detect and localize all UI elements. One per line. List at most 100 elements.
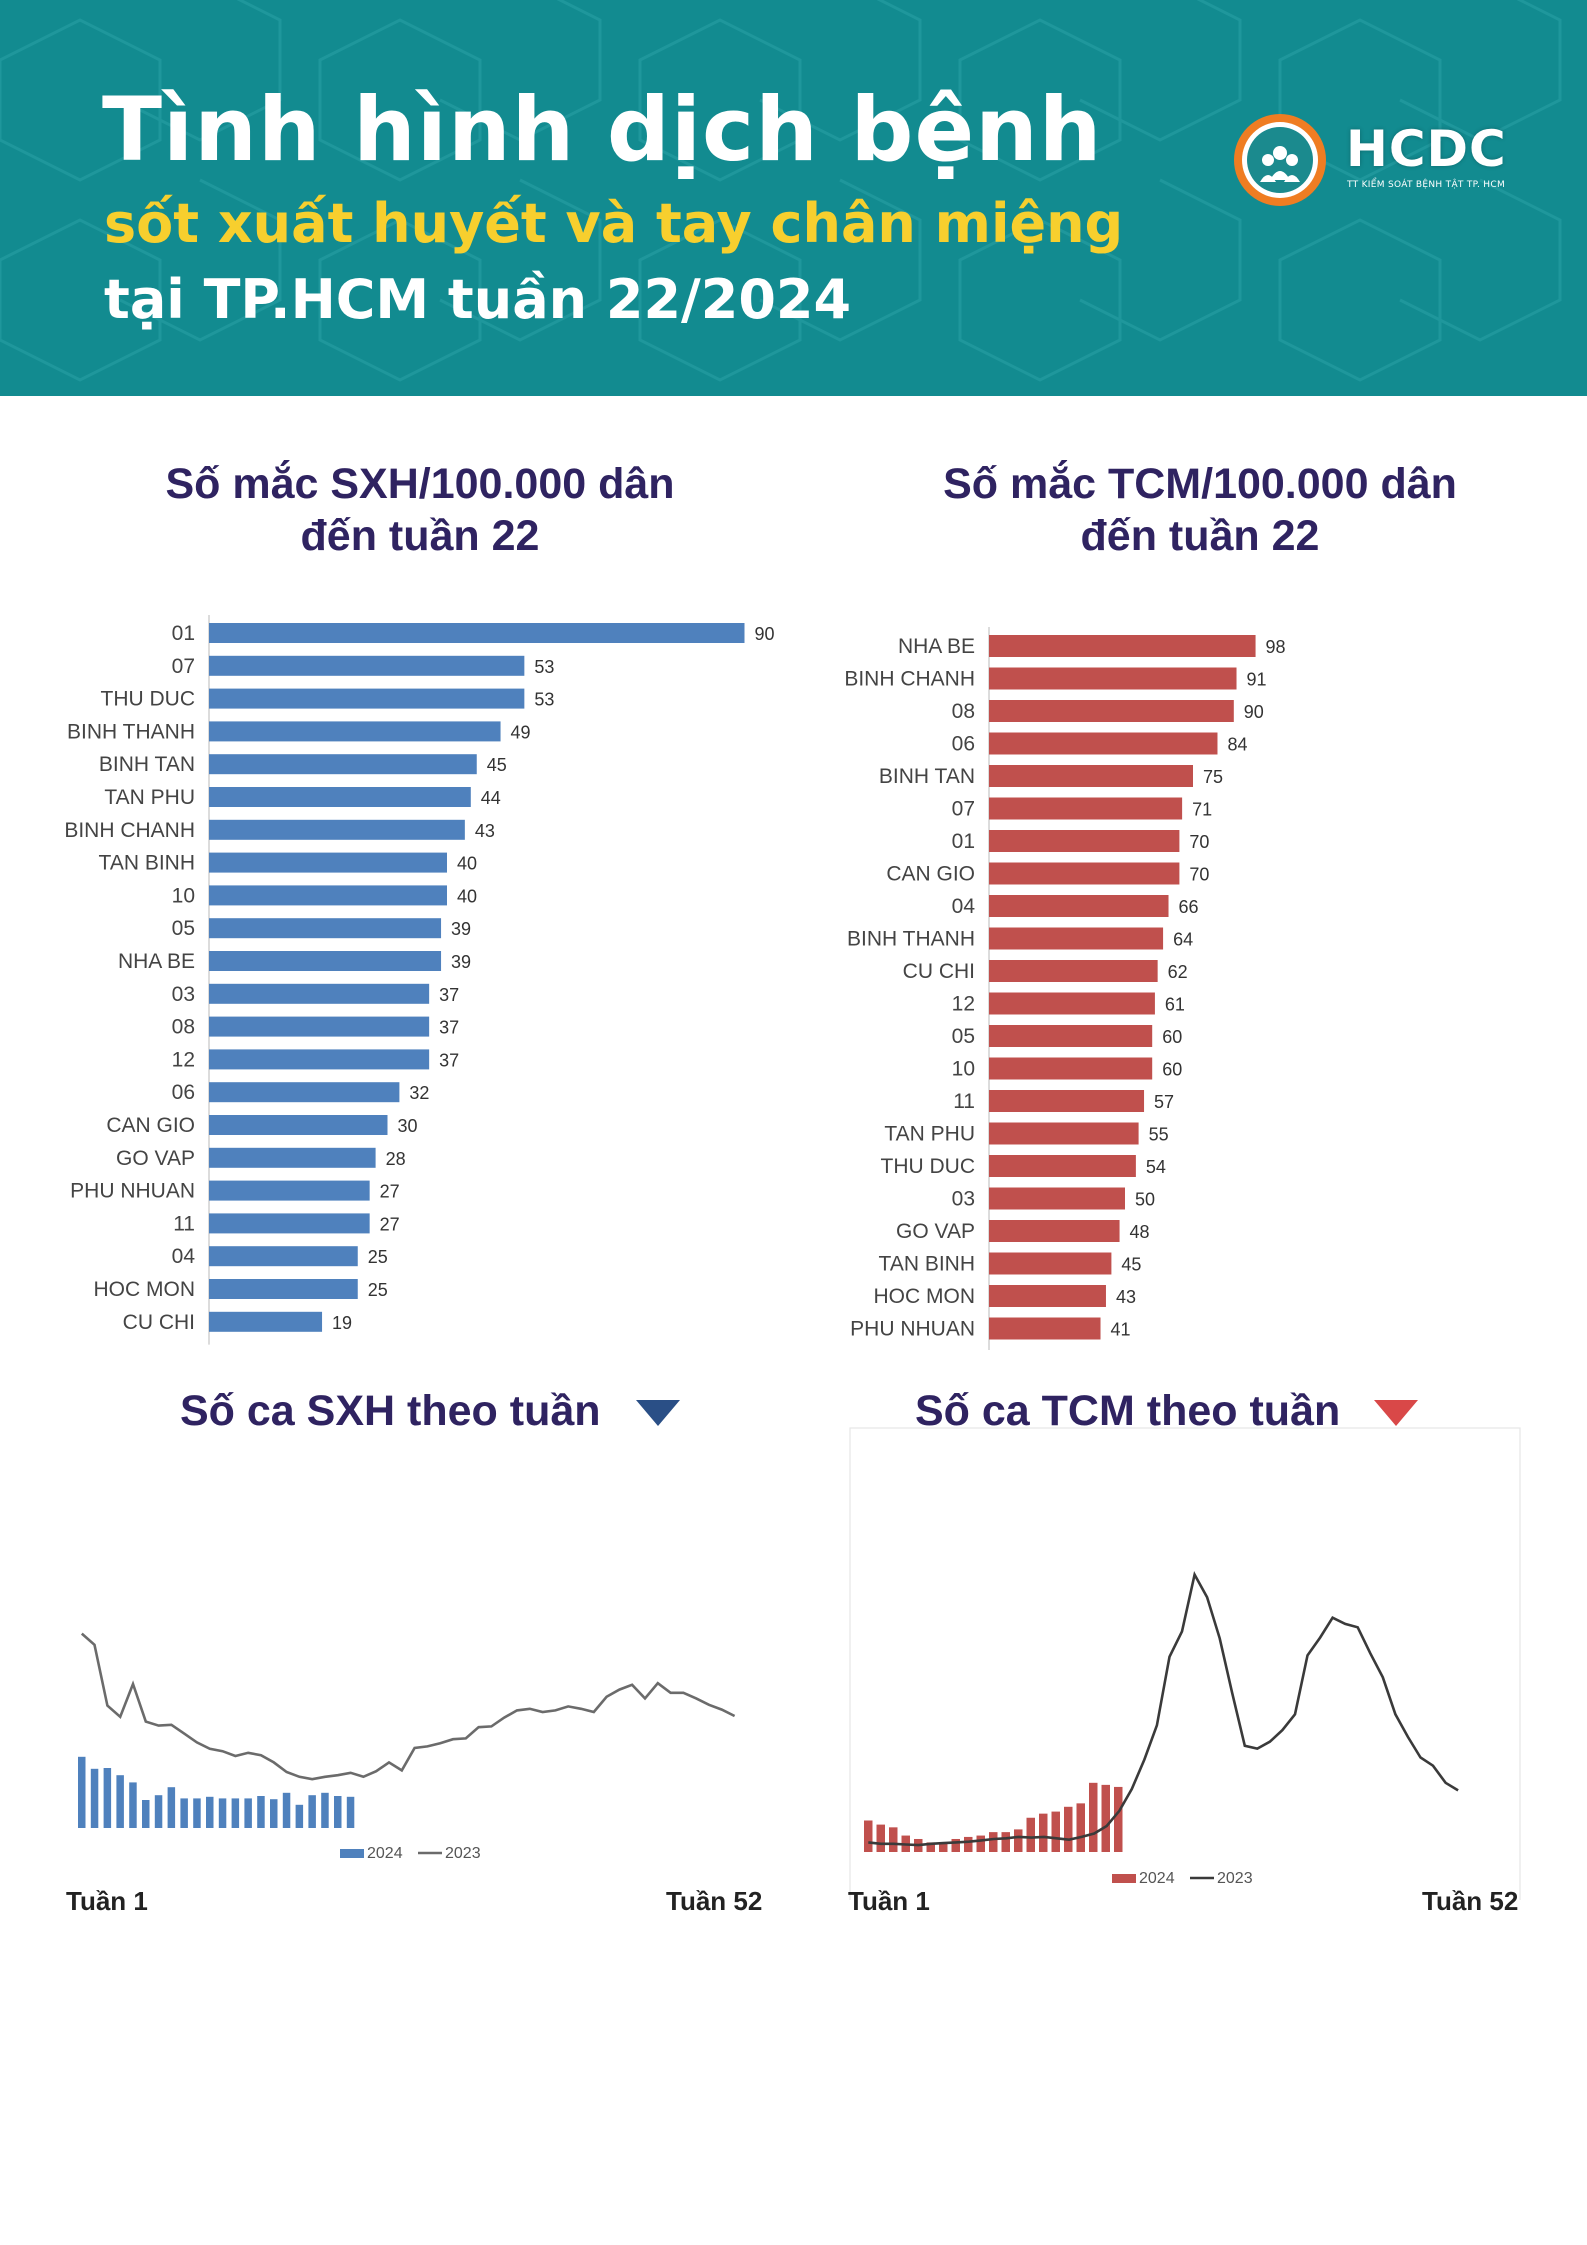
category-tick-label: 10 (172, 884, 195, 907)
bar-value-label: 90 (755, 624, 775, 644)
tcm-week-end-label: Tuần 52 (1422, 1886, 1519, 1916)
legend-swatch-2024 (340, 1849, 364, 1858)
bar (209, 852, 447, 873)
bar-value-label: 48 (1130, 1222, 1150, 1242)
bar (989, 1317, 1101, 1340)
bar (244, 1798, 252, 1828)
bar-value-label: 57 (1154, 1092, 1174, 1112)
category-tick-label: CAN GIO (886, 863, 975, 886)
bar (167, 1787, 176, 1828)
bar (1064, 1806, 1073, 1852)
bar-value-label: 43 (1116, 1287, 1136, 1307)
bar (346, 1796, 355, 1828)
category-tick-label: 08 (172, 1016, 195, 1039)
category-tick-label: HOC MON (94, 1278, 196, 1301)
page-subtitle: sốt xuất huyết và tay chân miệng (104, 192, 1124, 255)
bar (989, 1155, 1136, 1177)
bar (209, 655, 525, 676)
bar-value-label: 60 (1162, 1060, 1182, 1080)
bar (209, 1016, 430, 1037)
bar-value-label: 39 (451, 952, 471, 972)
category-tick-label: 06 (952, 733, 975, 756)
bar-value-label: 64 (1173, 930, 1193, 950)
category-tick-label: 03 (172, 983, 195, 1006)
sxh-weekly-title: Số ca SXH theo tuần (180, 1387, 601, 1435)
bar-value-label: 32 (409, 1083, 429, 1103)
bar (989, 1285, 1106, 1307)
bar-value-label: 55 (1149, 1125, 1169, 1145)
bar (1101, 1784, 1110, 1852)
bar (209, 1311, 323, 1332)
bar (989, 1832, 998, 1852)
bar-value-label: 49 (511, 722, 531, 742)
legend-label-2023: 2023 (1217, 1870, 1253, 1887)
bar (209, 1049, 430, 1070)
logo-text: HCDC (1346, 120, 1507, 178)
bar-value-label: 70 (1189, 832, 1209, 852)
bar (964, 1836, 973, 1852)
bar (209, 688, 525, 709)
category-tick-label: BINH TAN (879, 765, 975, 788)
category-tick-label: 12 (952, 993, 975, 1016)
bar (209, 721, 501, 742)
bar-value-label: 25 (368, 1247, 388, 1267)
triangle-down-icon (1374, 1400, 1418, 1426)
category-tick-label: NHA BE (118, 950, 195, 973)
bar (989, 635, 1256, 657)
bar (864, 1820, 873, 1852)
sxh-rate-chart: 01 90 07 53 THU DUC 53 BINH THANH 49 BINH TAN 45 T… (64, 615, 775, 1345)
category-tick-label: 04 (952, 895, 976, 918)
bar (209, 787, 471, 807)
category-tick-label: HOC MON (874, 1285, 976, 1308)
bar (1051, 1811, 1060, 1852)
bar (209, 1115, 388, 1135)
bar (1001, 1832, 1010, 1852)
bar-value-label: 50 (1135, 1190, 1155, 1210)
category-tick-label: 07 (172, 655, 195, 678)
bar-value-label: 44 (481, 788, 501, 808)
bar-value-label: 43 (475, 821, 495, 841)
bar (989, 1187, 1125, 1210)
series-2023-line (868, 1570, 1459, 1847)
bar-value-label: 75 (1203, 767, 1223, 787)
category-tick-label: BINH CHANH (64, 819, 195, 842)
bar-value-label: 37 (439, 1050, 459, 1070)
bar-value-label: 53 (534, 657, 554, 677)
bar (989, 862, 1180, 885)
category-tick-label: GO VAP (116, 1147, 195, 1170)
bar (257, 1796, 265, 1828)
category-tick-label: 07 (952, 798, 975, 821)
bar (939, 1842, 948, 1852)
bar (1089, 1782, 1098, 1852)
bar (209, 1213, 370, 1234)
category-tick-label: CAN GIO (106, 1114, 195, 1137)
tcm-weekly-title: Số ca TCM theo tuần (915, 1387, 1341, 1435)
bar-value-label: 37 (439, 985, 459, 1005)
bar-value-label: 40 (457, 854, 477, 874)
bar (209, 1147, 376, 1168)
bar (209, 819, 465, 840)
bar-value-label: 70 (1189, 865, 1209, 885)
sxh-week-end-label: Tuần 52 (666, 1886, 763, 1916)
bar (334, 1796, 342, 1828)
bar-value-label: 66 (1179, 897, 1199, 917)
bar (989, 992, 1155, 1015)
bar (142, 1800, 150, 1828)
tcm-rate-chart: NHA BE 98 BINH CHANH 91 08 90 06 84 BINH TAN 75 07… (844, 627, 1286, 1350)
category-tick-label: THU DUC (101, 688, 196, 711)
bar (989, 1252, 1112, 1275)
bar (209, 885, 447, 906)
bar (989, 1025, 1153, 1047)
bar (78, 1756, 86, 1828)
bar-value-label: 90 (1244, 702, 1264, 722)
bar-value-label: 53 (534, 690, 554, 710)
category-tick-label: 03 (952, 1188, 975, 1211)
bar (231, 1798, 240, 1828)
sxh-rate-title-line2: đến tuần 22 (300, 512, 540, 560)
category-tick-label: 11 (953, 1090, 975, 1113)
bar-value-label: 40 (457, 886, 477, 906)
legend-label-2024: 2024 (367, 1845, 403, 1862)
category-tick-label: 10 (952, 1058, 975, 1081)
bar (989, 830, 1180, 852)
bar (129, 1782, 137, 1828)
